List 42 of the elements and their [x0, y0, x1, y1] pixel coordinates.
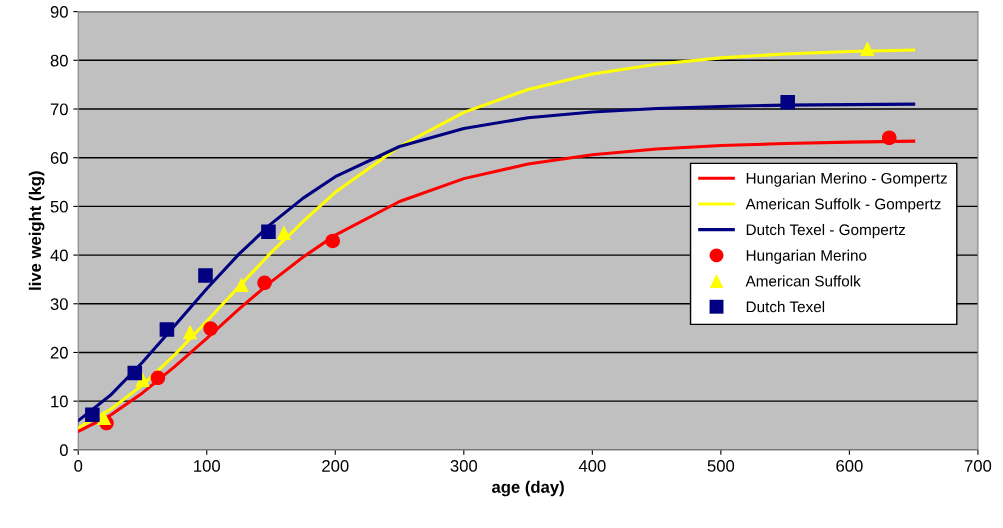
point	[182, 324, 198, 340]
y-tick-label: 90	[50, 6, 68, 18]
point	[257, 275, 272, 291]
x-tick-label: 700	[964, 460, 992, 472]
point	[96, 410, 112, 425]
point	[234, 277, 249, 293]
legend-label: Dutch Texel - Gompertz	[746, 223, 905, 239]
y-tick-label: 60	[50, 152, 68, 164]
y-tick-label: 70	[50, 103, 68, 116]
legend-label: Hungarian Merino - Gompertz	[746, 172, 947, 187]
legend-label: Hungarian Merino	[746, 249, 867, 264]
y-tick-label: 20	[50, 346, 68, 359]
point	[159, 322, 175, 337]
x-tick-label: 200	[322, 460, 349, 472]
y-tick-label: 30	[50, 298, 68, 310]
y-tick-label: 80	[50, 54, 68, 67]
legend-label: American Suffolk - Gompertz	[745, 198, 941, 213]
x-tick-label: 300	[450, 460, 478, 472]
y-tick-label: 10	[51, 395, 68, 408]
point	[881, 130, 897, 146]
point	[203, 321, 218, 336]
y-tick-label: 0	[59, 444, 68, 457]
y-tick-label: 40	[50, 249, 68, 262]
x-tick-label: 500	[707, 460, 735, 472]
point	[198, 268, 213, 283]
point	[276, 225, 292, 240]
x-tick-label: 600	[836, 460, 863, 472]
point	[150, 370, 166, 386]
point	[325, 233, 340, 249]
point	[127, 365, 143, 381]
point	[780, 94, 795, 110]
point	[860, 41, 875, 56]
point	[85, 407, 100, 423]
x-axis-title: age (day)	[491, 480, 564, 497]
point	[261, 224, 276, 239]
y-tick-label: 50	[50, 200, 68, 213]
x-tick-label: 400	[578, 460, 606, 472]
legend-label: Dutch Texel	[746, 301, 825, 313]
legend-label: American Suffolk	[745, 275, 861, 287]
x-tick-label: 0	[74, 460, 83, 472]
y-axis-title: live weight (kg)	[28, 171, 45, 290]
x-tick-label: 100	[194, 460, 221, 472]
